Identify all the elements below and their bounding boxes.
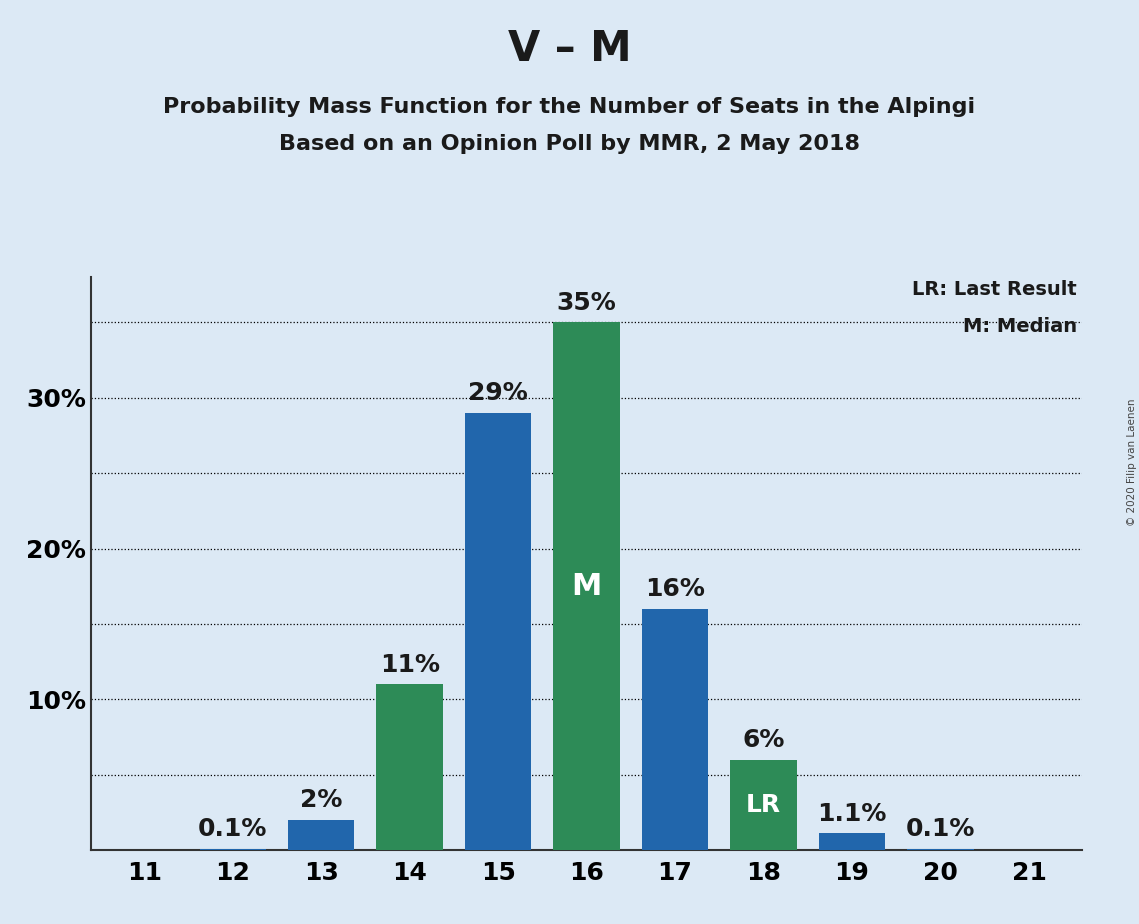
Text: LR: LR xyxy=(746,793,781,817)
Text: 2%: 2% xyxy=(300,788,343,812)
Text: Based on an Opinion Poll by MMR, 2 May 2018: Based on an Opinion Poll by MMR, 2 May 2… xyxy=(279,134,860,154)
Bar xyxy=(199,848,265,850)
Text: 6%: 6% xyxy=(743,728,785,752)
Text: © 2020 Filip van Laenen: © 2020 Filip van Laenen xyxy=(1126,398,1137,526)
Bar xyxy=(819,833,885,850)
Text: 0.1%: 0.1% xyxy=(198,817,268,841)
Text: 1.1%: 1.1% xyxy=(818,802,886,826)
Text: LR: Last Result: LR: Last Result xyxy=(912,280,1077,299)
Bar xyxy=(377,685,443,850)
Bar xyxy=(465,413,531,850)
Text: M: M xyxy=(572,572,601,601)
Text: M: Median: M: Median xyxy=(962,317,1077,336)
Bar xyxy=(554,322,620,850)
Text: 0.1%: 0.1% xyxy=(906,817,975,841)
Bar xyxy=(730,760,796,850)
Text: 16%: 16% xyxy=(645,578,705,602)
Bar xyxy=(642,609,708,850)
Bar xyxy=(288,820,354,850)
Text: 11%: 11% xyxy=(379,652,440,676)
Text: Probability Mass Function for the Number of Seats in the Alpingi: Probability Mass Function for the Number… xyxy=(163,97,976,117)
Text: 35%: 35% xyxy=(557,291,616,315)
Text: 29%: 29% xyxy=(468,382,528,406)
Text: V – M: V – M xyxy=(508,28,631,69)
Bar xyxy=(908,848,974,850)
